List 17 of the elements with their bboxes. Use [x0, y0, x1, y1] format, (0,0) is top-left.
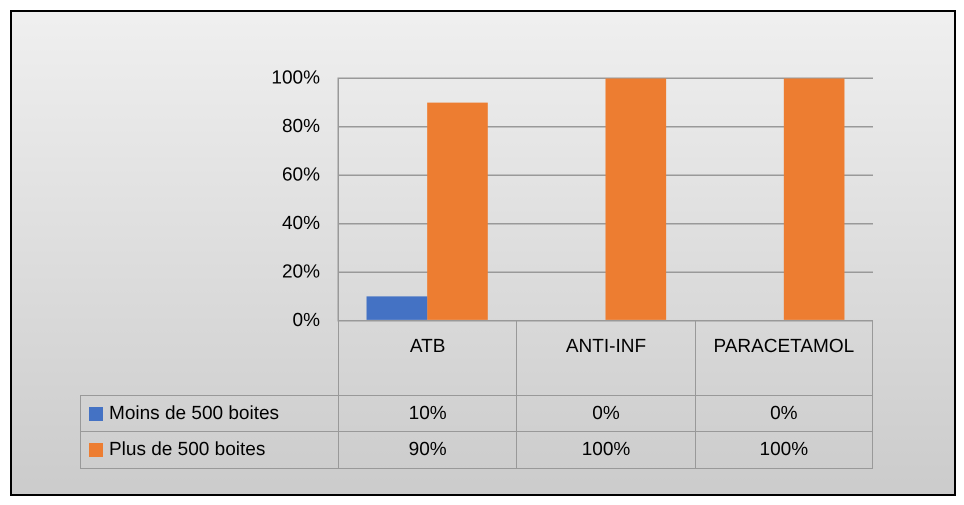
y-tick-label: 40% [282, 212, 320, 234]
y-tick-label: 80% [282, 116, 320, 138]
data-label: 10% [408, 402, 447, 424]
y-tick-label: 20% [282, 261, 320, 282]
data-label: 90% [408, 439, 447, 461]
y-tick-label: 60% [282, 164, 320, 186]
x-tick-label: PARACETAMOL [713, 336, 854, 358]
legend-label: Plus de 500 boites [109, 439, 266, 461]
legend-label: Moins de 500 boites [109, 402, 280, 424]
data-label: 0% [592, 402, 620, 424]
y-tick-label: 0% [292, 310, 320, 331]
y-tick-label: 100% [271, 68, 320, 89]
data-label: 100% [582, 439, 630, 461]
data-label: 100% [760, 439, 808, 461]
data-label: 0% [770, 402, 798, 424]
x-tick-label: ANTI-INF [566, 336, 646, 358]
x-tick-label: ATB [410, 336, 446, 358]
